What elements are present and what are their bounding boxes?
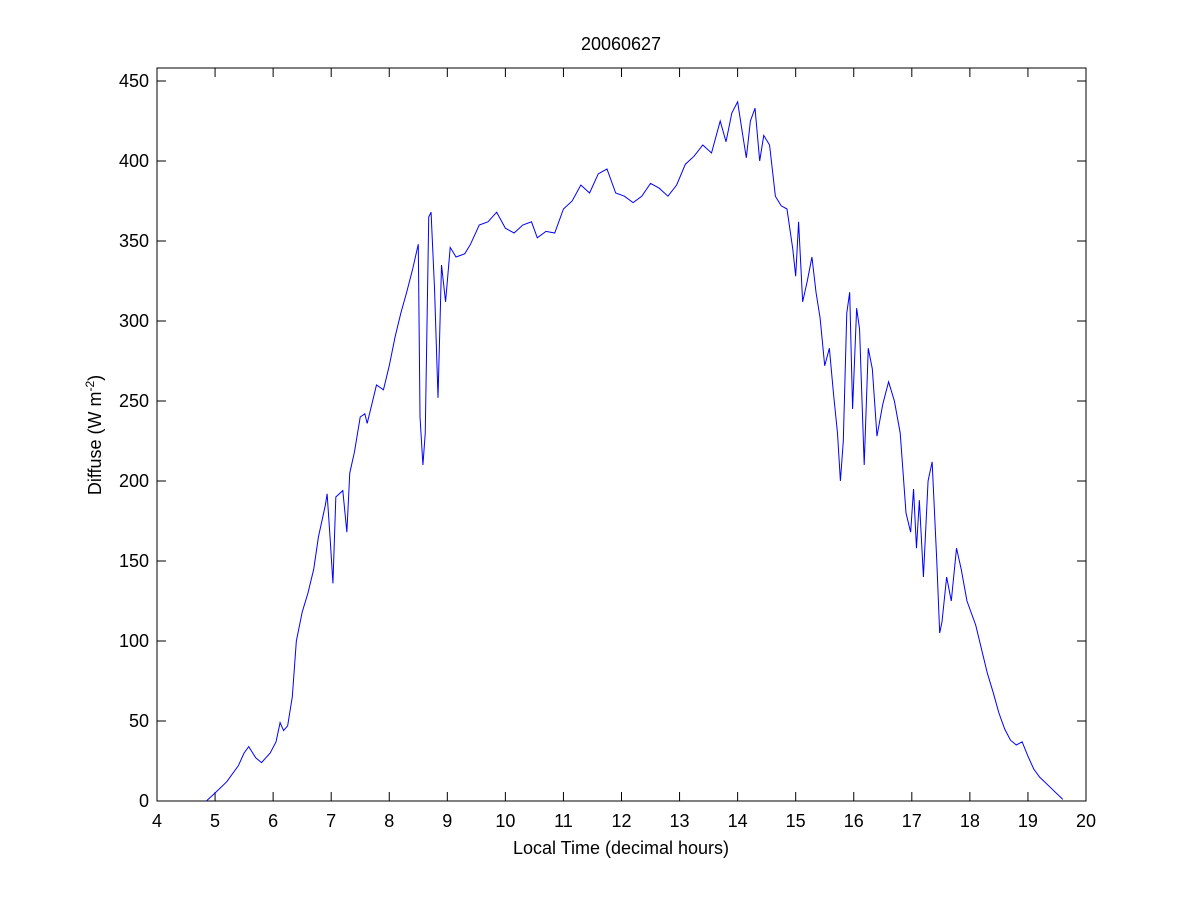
x-tick-label: 8 (384, 811, 394, 831)
y-axis-label-superscript: -2 (83, 380, 97, 391)
y-tick-label: 350 (119, 231, 149, 251)
plot-frame (156, 67, 1087, 802)
y-axis-label: Diffuse (W m-2) (83, 375, 105, 495)
x-tick-label: 16 (844, 811, 864, 831)
y-tick-label: 50 (129, 711, 149, 731)
x-tick-label: 4 (152, 811, 162, 831)
y-tick-label: 250 (119, 391, 149, 411)
y-tick-label: 450 (119, 71, 149, 91)
y-tick-label: 100 (119, 631, 149, 651)
y-axis-label-suffix: ) (85, 375, 105, 381)
y-tick-label: 300 (119, 311, 149, 331)
x-tick-label: 5 (210, 811, 220, 831)
x-tick-label: 17 (902, 811, 922, 831)
x-tick-label: 10 (495, 811, 515, 831)
data-line (206, 100, 1064, 802)
y-axis-label-text: Diffuse (W m (85, 391, 105, 495)
y-tick-label: 150 (119, 551, 149, 571)
y-tick-label: 400 (119, 151, 149, 171)
x-tick-label: 19 (1018, 811, 1038, 831)
x-tick-label: 12 (611, 811, 631, 831)
x-tick-label: 18 (960, 811, 980, 831)
chart-title: 20060627 (581, 34, 661, 54)
y-tick-label: 0 (139, 791, 149, 811)
x-tick-label: 14 (728, 811, 748, 831)
x-tick-label: 6 (268, 811, 278, 831)
x-tick-label: 11 (554, 811, 573, 831)
y-tick-label: 200 (119, 471, 149, 491)
x-tick-label: 20 (1076, 811, 1096, 831)
x-tick-label: 15 (786, 811, 806, 831)
x-tick-label: 13 (670, 811, 690, 831)
x-axis-label: Local Time (decimal hours) (513, 838, 729, 858)
x-tick-label: 7 (326, 811, 336, 831)
x-tick-label: 9 (442, 811, 452, 831)
